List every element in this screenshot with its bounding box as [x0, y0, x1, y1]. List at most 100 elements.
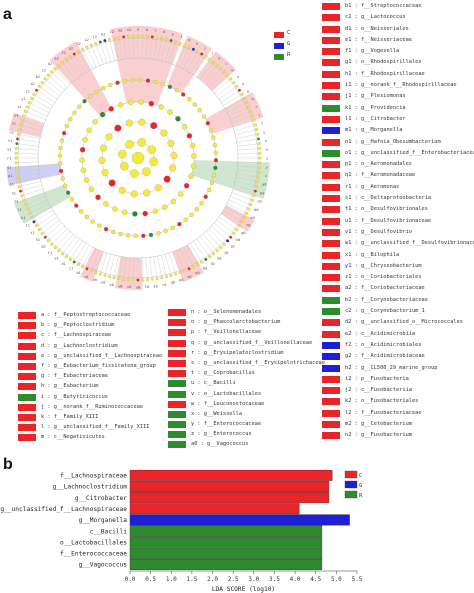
- cladogram-branch: [237, 169, 258, 173]
- cladogram-branch: [19, 173, 40, 177]
- cladogram-tag: q: [251, 97, 253, 101]
- cladogram-node: [162, 204, 168, 210]
- cladogram-tag: k: [218, 56, 221, 60]
- legend-swatch: [18, 352, 36, 360]
- cladogram-branch: [237, 161, 258, 163]
- cladogram-node: [152, 208, 159, 215]
- cladogram-node: [125, 140, 134, 149]
- cladogram-branch: [18, 153, 39, 155]
- cladogram-branch: [172, 251, 180, 271]
- cladogram-branch: [208, 73, 223, 88]
- cladogram-branch: [43, 83, 60, 97]
- legend-text: a0 : g__Vagococcus: [191, 441, 249, 448]
- cladogram-leaf-node: [20, 118, 24, 122]
- legend-text: x1 : g__Bilophila: [345, 251, 400, 258]
- legend-text: g : f__Eubacteriaceae: [41, 373, 108, 380]
- cladogram-branch: [186, 53, 197, 71]
- cladogram-branch: [179, 248, 189, 268]
- cladogram-tag: t1: [8, 139, 12, 143]
- legend-swatch: [322, 285, 340, 293]
- lda-bar: [129, 547, 323, 559]
- cladogram-leaf-node: [247, 105, 251, 109]
- cladogram-branch: [176, 250, 185, 269]
- lda-legend-label: G: [359, 483, 362, 489]
- cladogram-node: [211, 173, 217, 178]
- legend-swatch: [168, 339, 186, 347]
- legend-text: m1 : g__Morganella: [345, 127, 403, 134]
- cladogram-leaf-node: [15, 142, 19, 146]
- cladogram-tag: g2: [69, 46, 73, 50]
- cladogram-leaf-node: [98, 272, 102, 276]
- cladogram-tag: b1: [76, 271, 80, 275]
- cladogram-node: [203, 194, 208, 199]
- cladogram-node: [205, 121, 210, 126]
- legend-swatch: [322, 82, 340, 90]
- cladogram-node: [181, 92, 186, 97]
- cladogram-leaf-node: [178, 270, 182, 274]
- cladogram-tag: k1: [21, 216, 25, 220]
- cladogram-leaf-node: [27, 211, 31, 215]
- cladogram-node: [194, 207, 199, 212]
- cladogram-leaf-node: [174, 272, 178, 276]
- cladogram-branch: [149, 38, 153, 59]
- cladogram-branch: [30, 103, 49, 113]
- cladogram-leaf-node: [183, 43, 187, 47]
- cladogram-tag: h2: [76, 42, 80, 46]
- cladogram-node: [148, 100, 155, 107]
- lda-tick-label: 4.5: [310, 576, 321, 583]
- cladogram-branch: [96, 45, 104, 65]
- legend-text: e2 : c__Acidimicrobiia: [345, 330, 416, 337]
- cladogram-tag: f: [180, 35, 182, 39]
- cladogram-node: [90, 219, 95, 224]
- legend-swatch: [168, 380, 186, 388]
- cladogram-branch: [190, 55, 201, 73]
- cladogram-branch: [164, 254, 171, 274]
- cladogram-node: [88, 94, 93, 99]
- cladogram-leaf-node: [23, 109, 27, 113]
- cladogram-leaf-node: [43, 77, 47, 81]
- cladogram-leaf-node: [204, 55, 208, 59]
- cladogram-leaf-node: [89, 43, 93, 47]
- cladogram-node: [88, 186, 95, 192]
- legend-text: l2 : f__Fusobacteriaceae: [345, 409, 422, 416]
- cladogram-branch: [71, 58, 83, 75]
- cladogram-branch: [83, 247, 93, 266]
- cladogram-leaf-node: [226, 239, 230, 243]
- cladogram-tag: k2: [101, 32, 105, 36]
- cladogram-branch: [119, 256, 123, 277]
- cladogram-branch: [145, 257, 148, 278]
- legend-text: g2 : f__Acidimicrobiaceae: [345, 353, 425, 360]
- cladogram-tag: m: [231, 68, 233, 72]
- legend-swatch: [322, 172, 340, 180]
- cladogram-leaf-node: [240, 220, 244, 224]
- cladogram-leaf-node: [46, 73, 50, 77]
- legend-swatch: [322, 228, 340, 236]
- lda-tick-label: 1.5: [186, 576, 197, 583]
- cladogram-branch: [176, 47, 185, 66]
- cladogram-leaf-node: [237, 224, 241, 228]
- cladogram-node: [187, 97, 192, 102]
- cladogram-branch: [83, 50, 93, 69]
- cladogram-tag: w: [266, 148, 269, 152]
- cladogram-leaf-node: [122, 35, 126, 39]
- cladogram-branch: [119, 39, 123, 60]
- cladogram-leaf-node: [17, 184, 21, 188]
- legend-swatch: [322, 308, 340, 316]
- legend-text: q1 : f__Aeromonadaceae: [345, 172, 416, 179]
- legend-text: t1 : o__Desulfovibrionales: [345, 206, 428, 213]
- cladogram-leaf-node: [256, 180, 260, 184]
- cladogram-node: [183, 217, 188, 222]
- cladogram-leaf-node: [242, 216, 246, 220]
- cladogram-tag: y1: [21, 97, 25, 101]
- legend-swatch: [168, 370, 186, 378]
- cladogram-node: [82, 99, 87, 104]
- cladogram-node: [58, 168, 64, 174]
- cladogram-branch: [35, 210, 53, 221]
- cladogram-leaf-node: [14, 166, 18, 170]
- cladogram-branch: [123, 257, 127, 278]
- cladogram-branch: [133, 257, 135, 278]
- legend-text: x : g__Weissella: [191, 410, 243, 417]
- cladogram-branch: [67, 60, 80, 78]
- cladogram-branch: [56, 69, 71, 85]
